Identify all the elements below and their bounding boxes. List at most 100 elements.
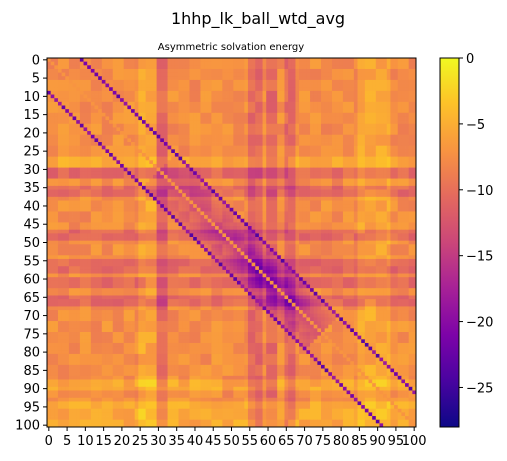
heatmap-cell (306, 156, 311, 161)
heatmap-cell (357, 178, 362, 183)
heatmap-cell (101, 142, 106, 147)
heatmap-cell (291, 229, 296, 234)
heatmap-cell (207, 101, 212, 106)
heatmap-cell (350, 189, 355, 194)
heatmap-cell (211, 109, 216, 114)
heatmap-cell (302, 222, 307, 227)
heatmap-cell (364, 200, 369, 205)
heatmap-cell (386, 94, 391, 99)
heatmap-cell (207, 116, 212, 121)
heatmap-cell (321, 98, 326, 103)
heatmap-cell (226, 222, 231, 227)
heatmap-cell (127, 185, 132, 190)
heatmap-cell (138, 87, 143, 92)
heatmap-cell (408, 163, 413, 168)
heatmap-cell (342, 211, 347, 216)
heatmap-cell (280, 204, 285, 209)
heatmap-cell (364, 76, 369, 81)
heatmap-cell (178, 90, 183, 95)
heatmap-cell (112, 200, 117, 205)
heatmap-cell (364, 207, 369, 212)
heatmap-cell (364, 229, 369, 234)
heatmap-cell (204, 105, 209, 110)
heatmap-cell (339, 193, 344, 198)
heatmap-cell (50, 156, 55, 161)
heatmap-cell (226, 142, 231, 147)
heatmap-cell (193, 120, 198, 125)
heatmap-cell (247, 109, 252, 114)
heatmap-cell (269, 131, 274, 136)
heatmap-cell (193, 207, 198, 212)
heatmap-cell (87, 222, 92, 227)
heatmap-cell (328, 171, 333, 176)
heatmap-cell (229, 160, 234, 165)
heatmap-cell (193, 65, 198, 70)
heatmap-cell (324, 123, 329, 128)
heatmap-cell (353, 61, 358, 66)
heatmap-cell (269, 233, 274, 238)
heatmap-cell (233, 142, 238, 147)
heatmap-cell (339, 58, 344, 63)
heatmap-cell (87, 145, 92, 150)
heatmap-cell (226, 182, 231, 187)
heatmap-cell (247, 226, 252, 231)
heatmap-cell (364, 204, 369, 209)
heatmap-cell (54, 134, 59, 139)
heatmap-cell (50, 178, 55, 183)
heatmap-cell (299, 152, 304, 158)
heatmap-cell (229, 138, 234, 143)
heatmap-cell (98, 145, 103, 150)
heatmap-cell (207, 90, 212, 95)
heatmap-cell (167, 131, 172, 136)
heatmap-cell (127, 127, 132, 132)
heatmap-cell (50, 79, 55, 84)
heatmap-cell (131, 61, 136, 66)
heatmap-cell (101, 79, 106, 84)
heatmap-cell (321, 211, 326, 216)
heatmap-cell (339, 94, 344, 99)
heatmap-cell (383, 207, 388, 212)
heatmap-cell (156, 204, 161, 209)
heatmap-cell (185, 156, 190, 161)
heatmap-cell (105, 127, 110, 132)
heatmap-cell (163, 196, 168, 201)
heatmap-cell (47, 189, 52, 194)
heatmap-cell (375, 83, 380, 88)
heatmap-cell (182, 120, 187, 125)
heatmap-cell (375, 134, 380, 139)
heatmap-cell (90, 185, 95, 190)
heatmap-cell (182, 98, 187, 103)
heatmap-cell (401, 229, 406, 234)
heatmap-cell (94, 160, 99, 165)
heatmap-cell (207, 200, 212, 205)
heatmap-cell (302, 61, 307, 66)
heatmap-cell (196, 207, 201, 212)
heatmap-cell (280, 167, 285, 172)
heatmap-cell (357, 134, 362, 139)
heatmap-cell (160, 142, 165, 147)
heatmap-cell (288, 196, 293, 201)
heatmap-cell (386, 131, 391, 136)
heatmap-cell (163, 182, 168, 187)
heatmap-cell (76, 90, 81, 95)
heatmap-cell (54, 156, 59, 161)
heatmap-cell (226, 196, 231, 201)
heatmap-cell (185, 105, 190, 110)
heatmap-cell (87, 109, 92, 114)
heatmap-cell (61, 138, 66, 143)
heatmap-cell (262, 193, 267, 198)
heatmap-cell (269, 156, 274, 161)
heatmap-cell (361, 174, 366, 179)
heatmap-cell (401, 189, 406, 194)
heatmap-cell (269, 189, 274, 194)
heatmap-cell (331, 142, 337, 147)
heatmap-cell (310, 120, 315, 125)
heatmap-cell (394, 87, 399, 92)
heatmap-cell (262, 127, 267, 132)
heatmap-cell (72, 160, 77, 165)
heatmap-cell (189, 222, 194, 227)
heatmap-cell (160, 196, 165, 201)
heatmap-cell (65, 87, 70, 92)
heatmap-cell (386, 142, 391, 147)
heatmap-cell (233, 233, 238, 238)
